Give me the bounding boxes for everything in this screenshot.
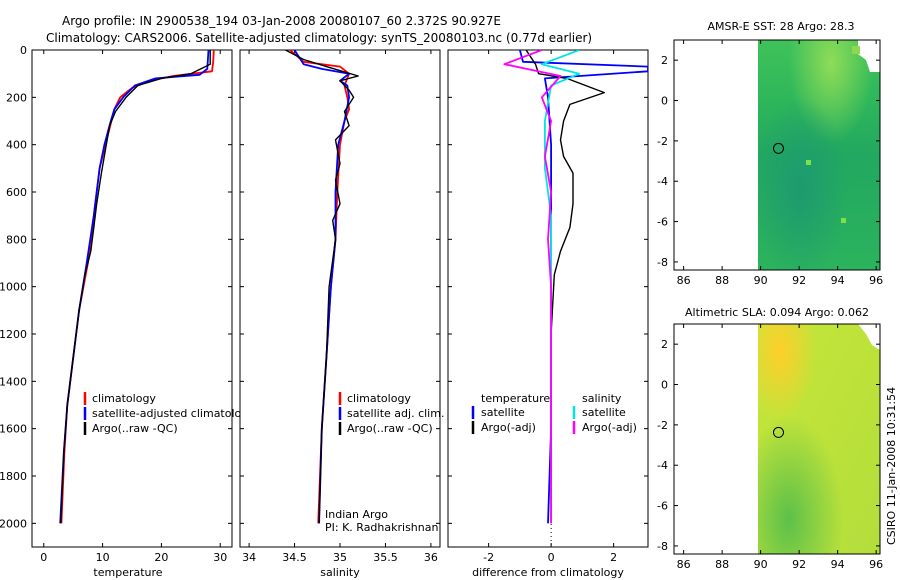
x-tick-label: 94 (831, 558, 845, 571)
series-line-sal-argo (503, 50, 562, 524)
legend-sal-satellite: satellite (582, 406, 626, 419)
y-tick-label: -2 (657, 419, 668, 432)
y-tick-label: -4 (657, 459, 668, 472)
sst-map-panel: AMSR-E SST: 28 Argo: 28.3 86 88 90 92 94 96 2… (657, 20, 883, 287)
sst-field (758, 40, 880, 270)
y-tick-label: 800 (6, 233, 27, 246)
y-tick-label: -2 (657, 135, 668, 148)
legend-climatology: climatology (347, 392, 411, 405)
y-tick-label: 0 (661, 95, 668, 108)
x-tick-label: 35.5 (373, 551, 398, 564)
y-tick-label: 1000 (0, 281, 27, 294)
title-line1: Argo profile: IN 2900538_194 03-Jan-2008… (62, 14, 501, 28)
legend-satellite: satellite adj. clim. (347, 407, 444, 420)
sla-x-ticks: 86 88 90 92 94 96 (677, 324, 883, 571)
x-tick-label: 94 (831, 274, 845, 287)
y-tick-label: -6 (657, 500, 668, 513)
x-tick-label: 0 (40, 551, 47, 564)
salinity-y-ticks (240, 49, 440, 524)
x-tick-label: 88 (715, 274, 729, 287)
x-tick-label: 34 (242, 551, 256, 564)
difference-xlabel: difference from climatology (472, 566, 624, 579)
series-line-temp-argo (525, 50, 605, 524)
sla-map-title: Altimetric SLA: 0.094 Argo: 0.062 (685, 306, 869, 319)
y-tick-label: 2000 (0, 517, 27, 530)
series-line-argo (285, 50, 359, 524)
legend-satellite: satellite-adjusted climatology (92, 407, 255, 420)
y-tick-label: -8 (657, 256, 668, 269)
sla-map-panel: Altimetric SLA: 0.094 Argo: 0.062 86 88 90… (657, 306, 883, 571)
sla-y-ticks: 2 0 -2 -4 -6 -8 (657, 338, 880, 553)
sla-field (758, 324, 880, 554)
salinity-xlabel: salinity (320, 566, 360, 579)
y-tick-label: 0 (20, 44, 27, 57)
temperature-y-ticks: 0 200 400 600 800 1000 1200 1400 1600 1800 2000 (0, 44, 232, 530)
y-tick-label: 2 (661, 54, 668, 67)
x-tick-label: 0 (548, 551, 555, 564)
y-tick-label: 0 (661, 379, 668, 392)
x-tick-label: 96 (869, 274, 883, 287)
x-tick-label: -2 (483, 551, 494, 564)
salinity-legend: climatology satellite adj. clim. Argo(..… (338, 392, 444, 435)
temperature-legend: climatology satellite-adjusted climatolo… (83, 392, 255, 435)
x-tick-label: 90 (754, 274, 768, 287)
temperature-panel: 0 200 400 600 800 1000 1200 1400 1600 1800 2000 0 1… (0, 44, 255, 579)
y-tick-label: -8 (657, 540, 668, 553)
footer-stamp: CSIRO 11-Jan-2008 10:31:54 (885, 387, 898, 545)
legend-temperature-title: temperature (481, 392, 550, 405)
x-tick-label: 35 (333, 551, 347, 564)
annotation-line1: Indian Argo (325, 508, 388, 521)
temperature-xlabel: temperature (93, 566, 162, 579)
difference-legend: temperature satellite Argo(-adj) salinit… (471, 392, 637, 434)
y-tick-label: -4 (657, 175, 668, 188)
legend-argo: Argo(..raw -QC) (347, 422, 433, 435)
y-tick-label: 1400 (0, 375, 27, 388)
x-tick-label: 92 (792, 274, 806, 287)
salinity-x-ticks: 34 34.5 35 35.5 36 (242, 50, 438, 564)
sst-x-ticks: 86 88 90 92 94 96 (677, 40, 883, 287)
difference-panel: -2 0 2 difference from climatology tempera… (447, 49, 649, 579)
x-tick-label: 86 (677, 274, 691, 287)
legend-argo: Argo(..raw -QC) (92, 422, 178, 435)
x-tick-label: 86 (677, 558, 691, 571)
x-tick-label: 96 (869, 558, 883, 571)
y-tick-label: -6 (657, 216, 668, 229)
x-tick-label: 2 (610, 551, 617, 564)
y-tick-label: 1200 (0, 328, 27, 341)
x-tick-label: 90 (754, 558, 768, 571)
salinity-panel: 34 34.5 35 35.5 36 salinity climatology sate… (239, 49, 444, 579)
salinity-series (285, 50, 359, 524)
x-tick-label: 88 (715, 558, 729, 571)
title-line2: Climatology: CARS2006. Satellite-adjuste… (46, 31, 592, 45)
difference-series (503, 50, 648, 524)
x-tick-label: 20 (154, 551, 168, 564)
sst-map-title: AMSR-E SST: 28 Argo: 28.3 (707, 20, 854, 33)
x-tick-label: 10 (96, 551, 110, 564)
x-tick-label: 36 (424, 551, 438, 564)
x-tick-label: 34.5 (282, 551, 307, 564)
x-tick-label: 92 (792, 558, 806, 571)
legend-temp-satellite: satellite (481, 406, 525, 419)
annotation-line2: PI: K. Radhakrishnan (325, 521, 438, 534)
y-tick-label: 400 (6, 139, 27, 152)
legend-temp-argo: Argo(-adj) (481, 421, 536, 434)
y-tick-label: 2 (661, 338, 668, 351)
difference-x-ticks: -2 0 2 (483, 50, 617, 564)
legend-sal-argo: Argo(-adj) (582, 421, 637, 434)
difference-y-ticks (448, 49, 648, 524)
sst-argo-marker (772, 142, 784, 154)
legend-salinity-title: salinity (582, 392, 622, 405)
sla-argo-marker (772, 426, 784, 438)
x-tick-label: 30 (213, 551, 227, 564)
legend-climatology: climatology (92, 392, 156, 405)
y-tick-label: 600 (6, 186, 27, 199)
y-tick-label: 200 (6, 91, 27, 104)
y-tick-label: 1800 (0, 470, 27, 483)
temperature-series (59, 50, 215, 524)
temperature-x-ticks: 0 10 20 30 (40, 50, 227, 564)
sst-y-ticks: 2 0 -2 -4 -6 -8 (657, 54, 880, 269)
y-tick-label: 1600 (0, 423, 27, 436)
series-line-argo (60, 50, 211, 524)
